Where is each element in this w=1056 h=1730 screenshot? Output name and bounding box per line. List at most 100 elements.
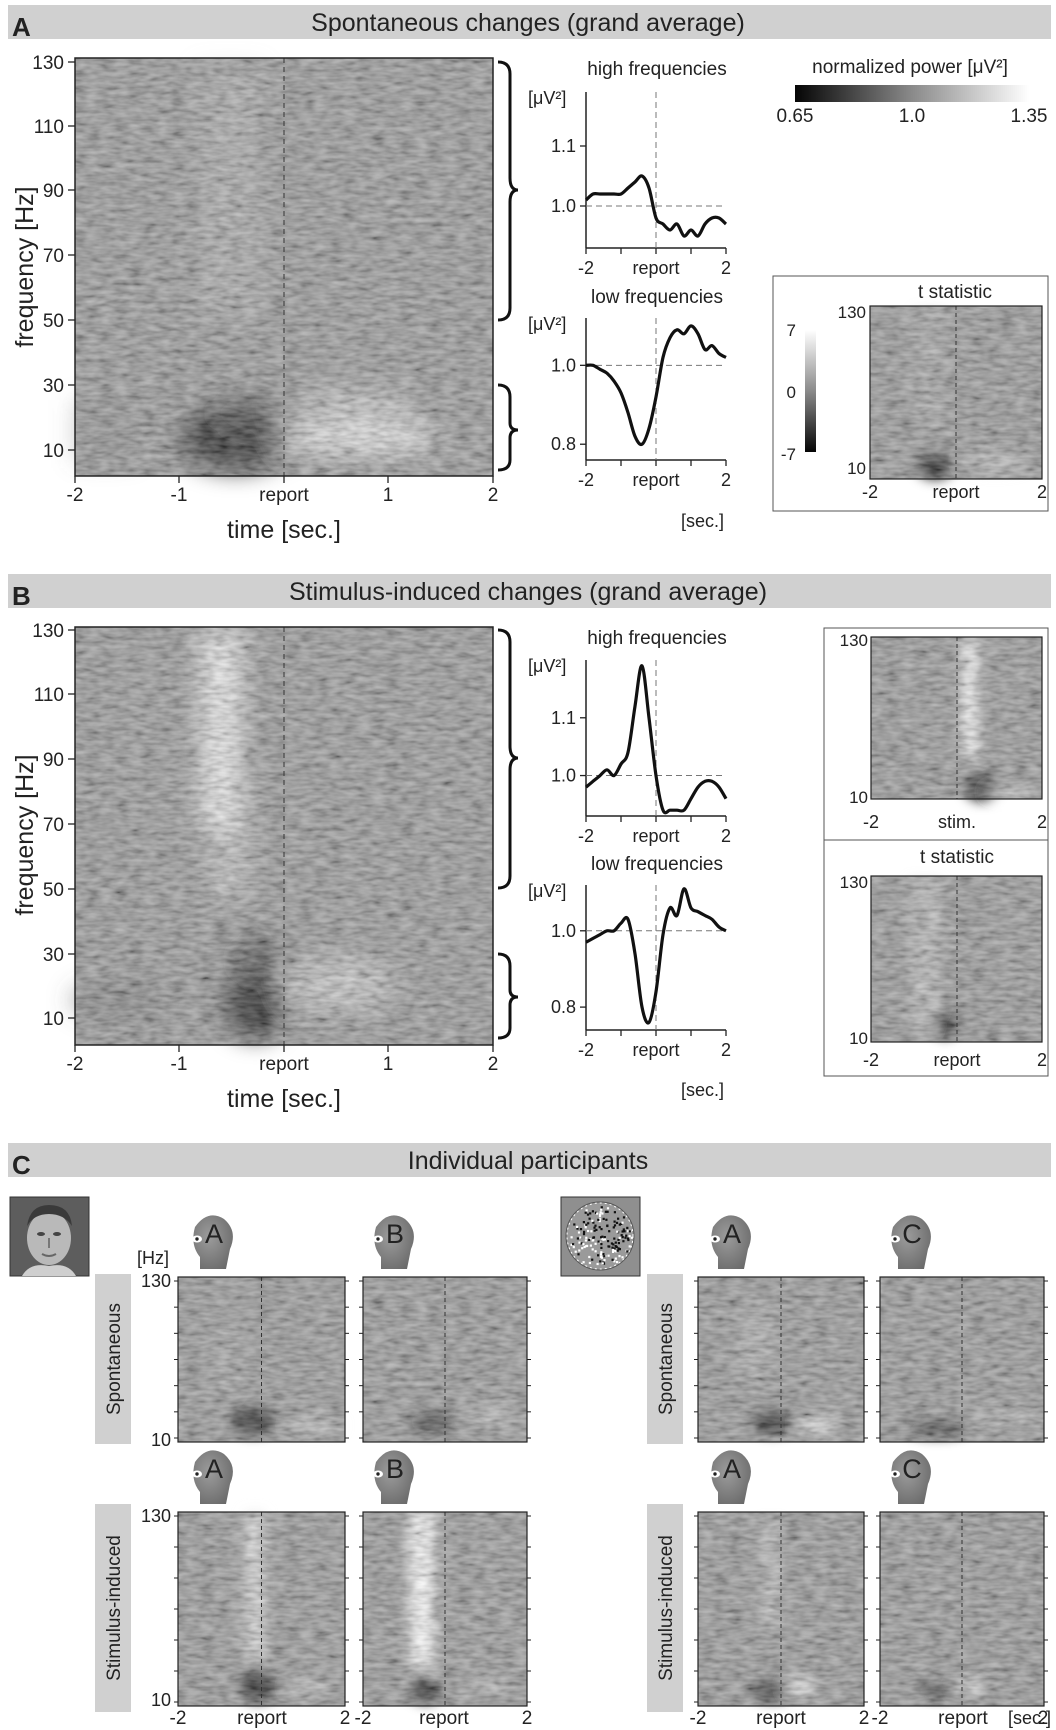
noise-dot — [577, 1231, 581, 1234]
noise-dot — [591, 1219, 594, 1222]
noise-dot — [630, 1236, 633, 1239]
head-silhouette — [193, 1215, 233, 1269]
ya-50: 50 — [43, 311, 64, 332]
ya-90: 90 — [43, 181, 64, 202]
row-label-stimulus-left: Stimulus-induced — [95, 1504, 131, 1712]
stim-b-map — [870, 636, 1043, 801]
participant-letter: B — [386, 1219, 404, 1249]
noise-dot — [578, 1249, 581, 1252]
noise-dot — [579, 1236, 582, 1239]
panel-a-banner — [8, 5, 1051, 39]
participant-head-icon: B — [373, 1215, 414, 1269]
noise-dot — [590, 1230, 593, 1233]
noise-dot — [600, 1228, 603, 1231]
noise-dot — [615, 1250, 618, 1253]
linechart-a-low: low frequencies [μV²] 1.0 0.8-2 report 2 — [528, 287, 731, 490]
panel-a-title: Spontaneous changes (grand average) — [311, 9, 745, 37]
noise-dot — [597, 1240, 600, 1243]
colorbar-normalized-power: normalized power [μV²] 0.65 1.0 1.35 — [777, 57, 1048, 127]
noise-dot — [618, 1255, 621, 1258]
noise-dot — [607, 1245, 610, 1248]
noise-dot — [592, 1221, 595, 1224]
noise-dot — [585, 1236, 588, 1239]
noise-dot — [599, 1213, 602, 1216]
noise-dot — [600, 1251, 603, 1254]
noise-dot — [602, 1217, 605, 1220]
tstat-a-0: 0 — [787, 383, 796, 402]
panel-a-letter: A — [12, 12, 31, 42]
noise-dot — [620, 1222, 623, 1225]
noise-dot — [584, 1211, 587, 1214]
noise-dot — [588, 1255, 591, 1259]
tstat-a-xreport: report — [932, 482, 979, 502]
noise-dot — [576, 1237, 579, 1240]
noise-dot — [587, 1229, 590, 1233]
linechart-b-high-xtick-label: -2 — [578, 826, 594, 846]
c-y10-top-left: 10 — [151, 1430, 171, 1450]
noise-dot — [588, 1261, 591, 1265]
brace-low-b — [497, 952, 519, 1040]
noise-dot — [570, 1243, 573, 1247]
noise-dot — [603, 1259, 606, 1262]
noise-dot — [599, 1260, 602, 1263]
noise-dot — [621, 1230, 624, 1233]
noise-dot — [613, 1260, 616, 1263]
c-xr1-m2: -2 — [690, 1708, 707, 1729]
noise-dot — [572, 1243, 575, 1246]
tstat-b-xm2: -2 — [863, 1050, 879, 1070]
participant-letter: B — [386, 1454, 404, 1484]
noise-dot — [598, 1220, 601, 1223]
participant-letter: A — [205, 1219, 223, 1249]
noise-dot — [584, 1239, 587, 1242]
tstat-b-xreport: report — [933, 1050, 980, 1070]
c-xl1-report: report — [237, 1708, 287, 1729]
noise-dot — [618, 1223, 621, 1226]
c-xl2-2: 2 — [522, 1708, 533, 1729]
noise-dot — [570, 1236, 573, 1239]
yb-50: 50 — [43, 880, 64, 901]
tstat-a-7: 7 — [787, 321, 796, 340]
linechart-b-low-xtick-label: -2 — [578, 1040, 594, 1060]
head-silhouette — [891, 1450, 931, 1504]
row-label-spontaneous-right-text: Spontaneous — [656, 1303, 677, 1415]
participant-head-icon: B — [373, 1450, 414, 1504]
head-pupil — [713, 1472, 717, 1476]
noise-dot — [603, 1238, 607, 1241]
xa-report: report — [259, 485, 309, 506]
noise-dot — [576, 1225, 579, 1228]
noise-dot — [585, 1245, 588, 1248]
c-xl2-m2: -2 — [355, 1708, 372, 1729]
linechart-a-low-ytick-label: 0.8 — [551, 434, 576, 454]
linechart-a-high: high frequencies [μV²] 1.1 1.0 -2 report 2 — [528, 59, 731, 278]
tstat-b-y130: 130 — [840, 873, 868, 892]
noise-dot — [626, 1226, 629, 1229]
noise-dot — [604, 1210, 607, 1213]
tstat-box-b: t statistic 130 10 -2 report 2 — [823, 839, 1049, 1077]
xb-1: 1 — [383, 1054, 394, 1075]
noise-dot — [582, 1233, 586, 1236]
noise-dot — [613, 1220, 616, 1223]
brace-high-b — [497, 628, 519, 890]
head-silhouette — [711, 1450, 751, 1504]
noise-dot — [614, 1257, 617, 1260]
panel-c-title: Individual participants — [408, 1147, 648, 1175]
noise-dot — [601, 1262, 604, 1265]
linechart-a-high-ytick-label: 1.1 — [551, 136, 576, 156]
hz-unit: [Hz] — [137, 1248, 169, 1268]
row-label-spontaneous-right: Spontaneous — [647, 1274, 683, 1444]
tstat-a-title: t statistic — [918, 282, 992, 303]
xa-m2: -2 — [67, 485, 84, 506]
noise-dot — [628, 1230, 631, 1233]
row-label-stimulus-right: Stimulus-induced — [647, 1504, 683, 1712]
noise-dot — [600, 1236, 603, 1239]
xa-m1: -1 — [171, 485, 188, 506]
noise-dot — [582, 1243, 585, 1246]
noise-dot — [621, 1236, 624, 1239]
heatmap-a — [74, 57, 494, 477]
participant-heatmap — [876, 1276, 1048, 1443]
noise-dot — [613, 1211, 616, 1214]
row-label-stimulus-left-text: Stimulus-induced — [104, 1535, 125, 1681]
noise-dot — [596, 1262, 599, 1266]
noise-dot — [598, 1226, 601, 1229]
sec-unit-a: [sec.] — [681, 511, 724, 531]
